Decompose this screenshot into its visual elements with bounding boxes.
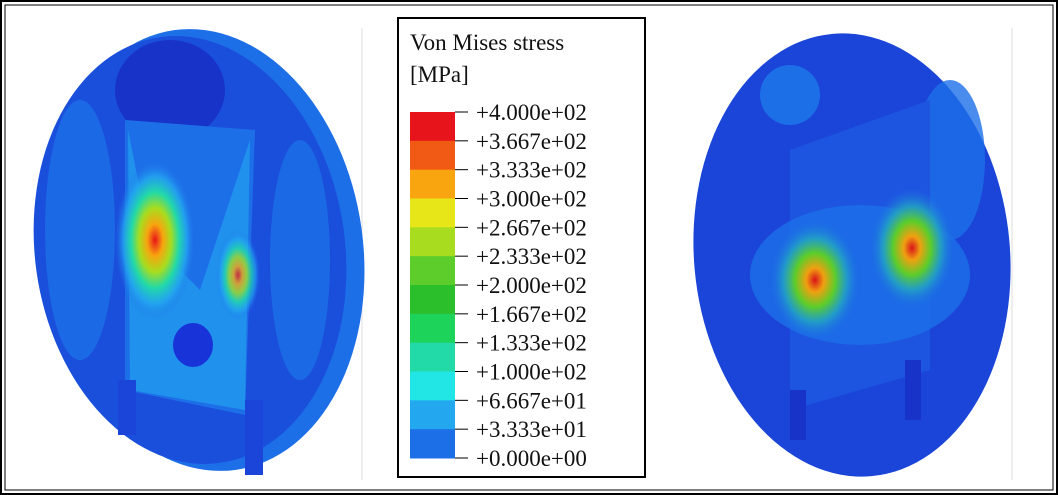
- stand: [790, 390, 806, 440]
- color-band: [410, 140, 455, 171]
- inner-frame: [4, 4, 1054, 491]
- color-band: [410, 169, 455, 199]
- legend-label: +2.667e+02: [476, 215, 587, 240]
- color-band: [410, 256, 455, 286]
- stand: [245, 400, 263, 475]
- legend-label: +1.667e+02: [476, 302, 587, 327]
- color-band: [410, 112, 455, 142]
- legend-label: +4.000e+02: [476, 100, 587, 125]
- stress-model-right: [693, 33, 1011, 477]
- region: [45, 100, 115, 360]
- color-band: [410, 313, 455, 344]
- legend-label: +3.667e+02: [476, 129, 587, 154]
- legend-label: +2.333e+02: [476, 244, 587, 269]
- region: [115, 40, 225, 140]
- hotspot: [216, 230, 260, 320]
- legend-label: +6.667e+01: [476, 388, 587, 413]
- color-band: [410, 429, 455, 459]
- region: [173, 323, 213, 367]
- color-band: [410, 371, 455, 401]
- region: [760, 65, 820, 125]
- hotspot: [770, 220, 860, 340]
- legend-unit: [MPa]: [410, 62, 469, 87]
- color-band: [410, 285, 455, 315]
- color-band: [410, 198, 455, 228]
- color-band: [410, 342, 455, 372]
- legend-label: +1.333e+02: [476, 331, 587, 356]
- color-band: [410, 400, 455, 430]
- hotspot: [870, 188, 954, 308]
- legend-label: +3.000e+02: [476, 187, 587, 212]
- legend-label: +0.000e+00: [476, 446, 587, 471]
- hotspot: [115, 160, 195, 320]
- legend-label: +3.333e+02: [476, 158, 587, 183]
- color-band: [410, 227, 455, 257]
- region: [270, 140, 330, 380]
- legend-label: +3.333e+01: [476, 417, 587, 442]
- rib-face: [128, 130, 250, 410]
- legend-title: Von Mises stress: [410, 30, 564, 55]
- legend: Von Mises stress [MPa] +4.000e+02 +3.667e…: [397, 17, 646, 478]
- legend-label: +1.000e+02: [476, 360, 587, 385]
- stress-model-left: [33, 29, 365, 475]
- stand: [905, 360, 921, 420]
- legend-label: +2.000e+02: [476, 273, 587, 298]
- stand: [118, 380, 136, 435]
